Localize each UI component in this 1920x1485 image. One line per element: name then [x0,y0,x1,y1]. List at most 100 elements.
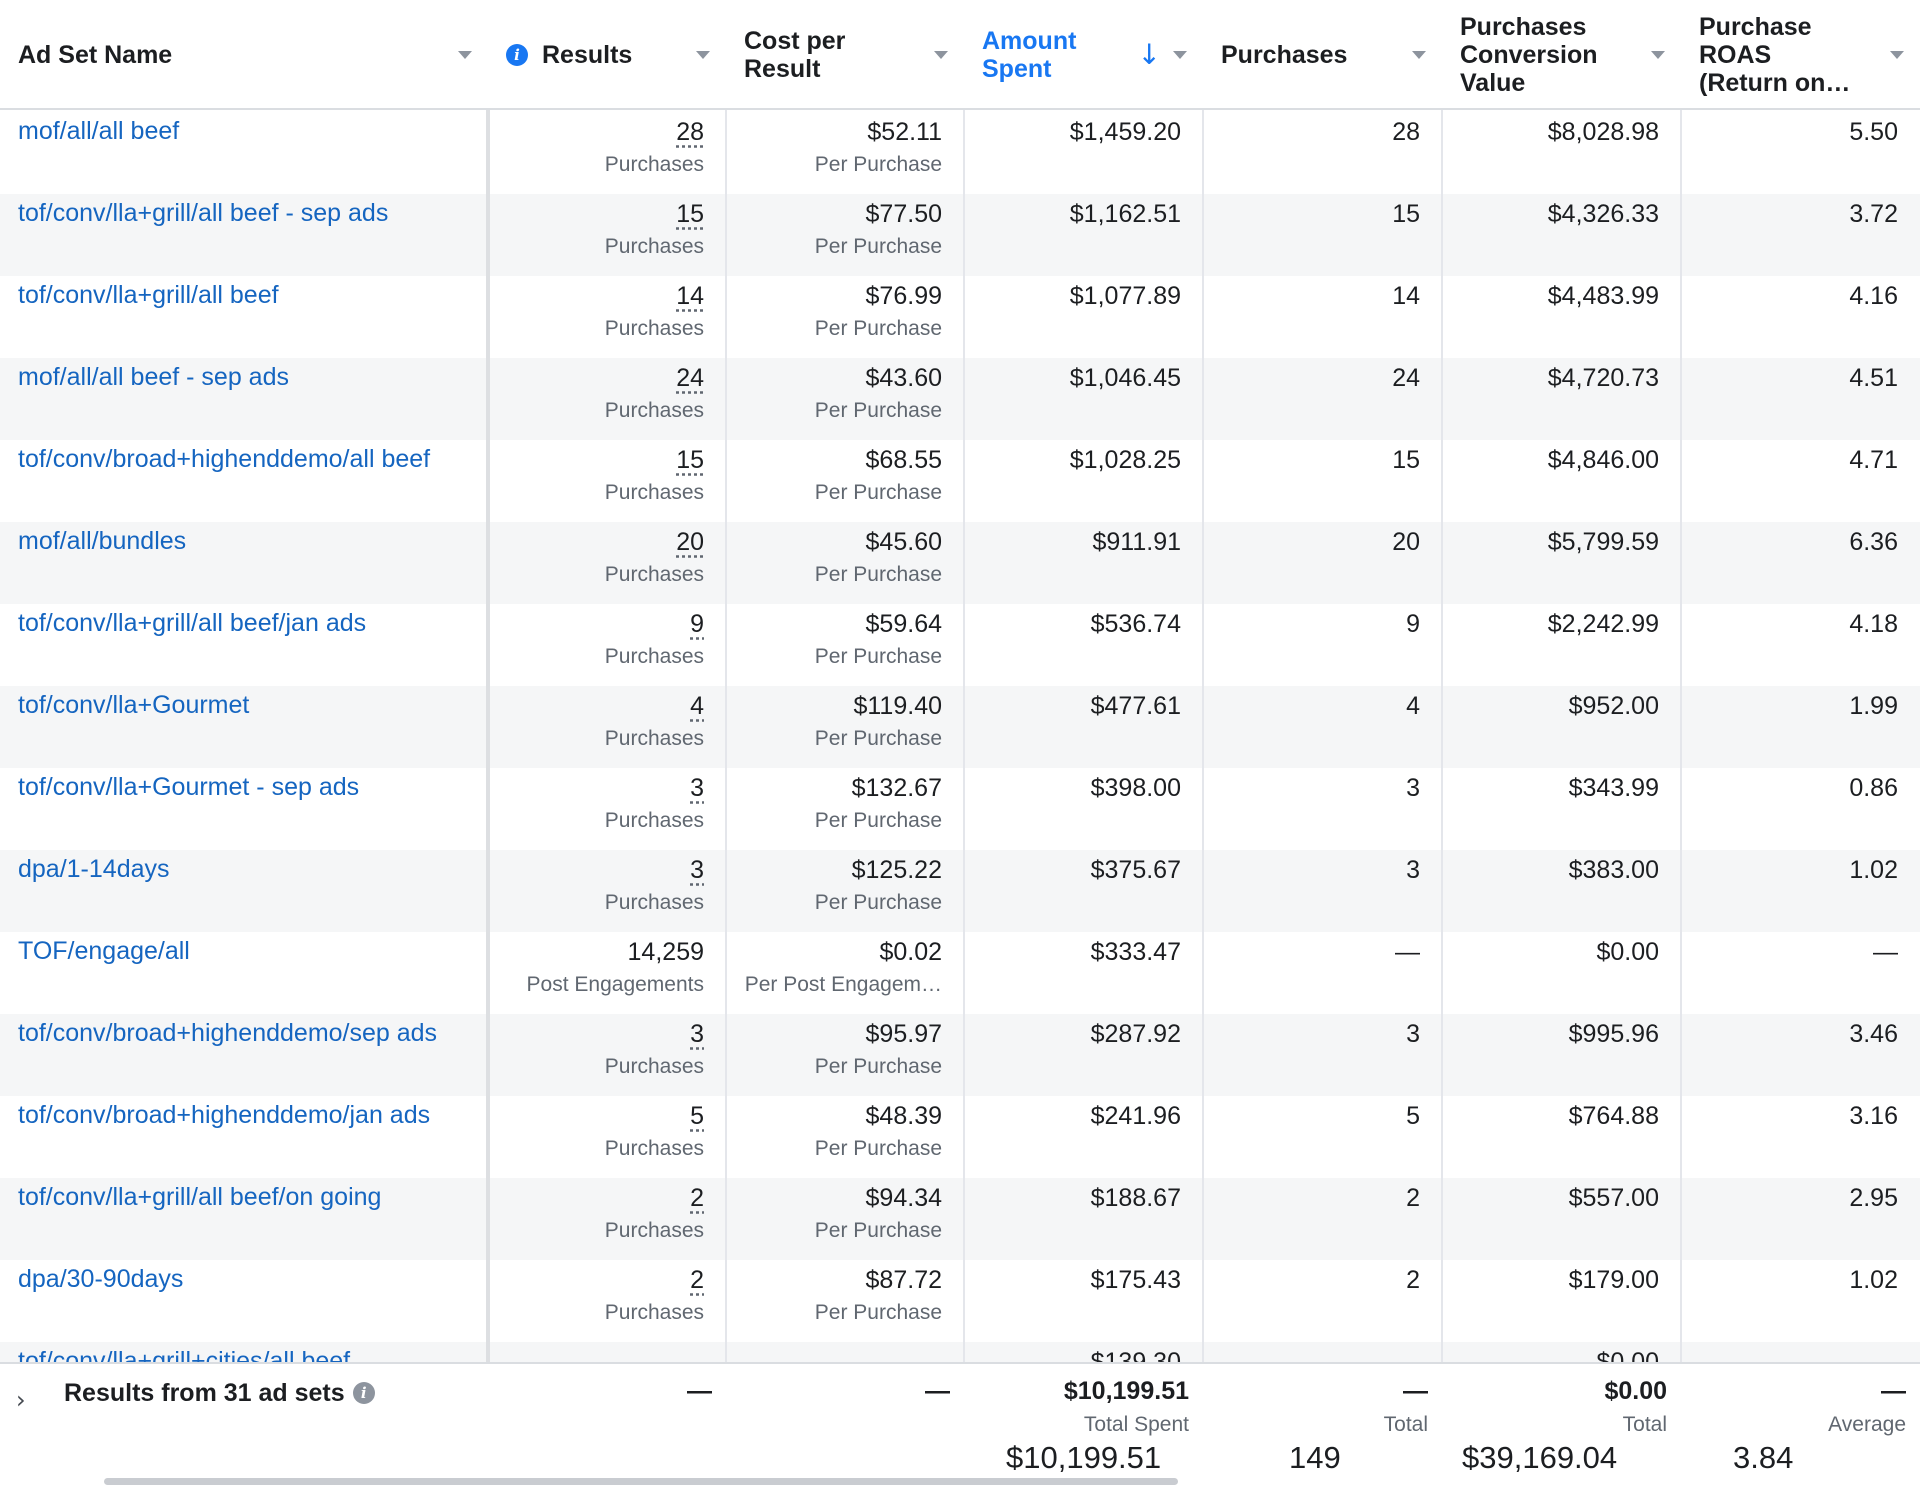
results-cell: 5 Purchases [488,1096,726,1178]
column-header-ad-set-name[interactable]: Ad Set Name [0,0,488,110]
ad-set-name-link[interactable]: tof/conv/broad+highenddemo/jan ads [18,1101,431,1129]
table-row[interactable]: dpa/30-90days 2 Purchases $87.72 Per Purchas… [0,1260,1920,1342]
results-value[interactable]: 15 [676,446,704,474]
info-icon[interactable]: i [506,44,528,66]
chevron-down-icon[interactable] [458,51,472,59]
ad-set-name-link[interactable]: tof/conv/lla+grill/all beef [18,281,279,309]
results-value[interactable]: 14 [676,282,704,310]
ad-set-name-link[interactable]: TOF/engage/all [18,937,190,965]
roas-cell: 3.16 [1849,1102,1898,1130]
results-value[interactable]: 3 [690,856,704,884]
column-divider[interactable] [963,0,965,1475]
table-row[interactable]: tof/conv/lla+Gourmet - sep ads 3 Purchases… [0,768,1920,850]
cost-type-label: Per Purchase [814,235,942,258]
chevron-down-icon[interactable] [1173,51,1187,59]
results-cell: 20 Purchases [488,522,726,604]
ad-set-name-link[interactable]: tof/conv/lla+grill/all beef - sep ads [18,199,389,227]
chevron-right-icon[interactable]: › [16,1386,26,1414]
table-row[interactable]: mof/all/all beef - sep ads 24 Purchases $43… [0,358,1920,440]
ad-set-name-link[interactable]: tof/conv/lla+grill/all beef/on going [18,1183,382,1211]
chevron-down-icon[interactable] [1412,51,1426,59]
chevron-down-icon[interactable] [934,51,948,59]
summary-conv-label: Total [1622,1413,1667,1436]
table-body: mof/all/all beef 28 Purchases $52.11 Per Pur… [0,112,1920,1362]
cost-per-result-cell: $52.11 Per Purchase [726,112,964,194]
column-header-purchase-roas[interactable]: Purchase ROAS (Return on… [1681,0,1920,110]
purchases-cell: — [1395,938,1420,966]
results-value[interactable]: 5 [690,1102,704,1130]
sort-descending-icon[interactable]: ↓ [1137,38,1161,71]
table-row[interactable]: tof/conv/lla+grill/all beef 14 Purchases $7… [0,276,1920,358]
info-icon[interactable]: i [352,1382,375,1404]
summary-results: — [488,1364,726,1477]
ad-set-name-link[interactable]: tof/conv/broad+highenddemo/sep ads [18,1019,438,1047]
result-type-label: Post Engagements [526,973,704,996]
results-value[interactable]: 2 [690,1184,704,1212]
conversion-value-cell: $952.00 [1568,692,1659,720]
results-value[interactable]: 15 [676,200,704,228]
table-row[interactable]: tof/conv/lla+grill+cities/all beef $139.… [0,1342,1920,1362]
cost-per-result-cell: $43.60 Per Purchase [726,358,964,440]
table-row[interactable]: mof/all/all beef 28 Purchases $52.11 Per Pur… [0,112,1920,194]
column-header-purchases[interactable]: Purchases [1203,0,1442,110]
table-row[interactable]: tof/conv/lla+grill/all beef/on going 2 Pur… [0,1178,1920,1260]
table-row[interactable]: mof/all/bundles 20 Purchases $45.60 Per Purc… [0,522,1920,604]
column-header-amount-spent[interactable]: Amount Spent ↓ [964,0,1203,110]
table-row[interactable]: tof/conv/broad+highenddemo/jan ads 5 Purch… [0,1096,1920,1178]
chevron-down-icon[interactable] [1890,51,1904,59]
column-divider[interactable] [1202,0,1204,1475]
results-value[interactable]: 4 [690,692,704,720]
ad-set-name-link[interactable]: tof/conv/lla+Gourmet [18,691,250,719]
ad-set-name-link[interactable]: tof/conv/lla+grill/all beef/jan ads [18,609,367,637]
column-header-purchases-conversion-value[interactable]: Purchases Conversion Value [1442,0,1681,110]
table-row[interactable]: tof/conv/broad+highenddemo/all beef 15 Pur… [0,440,1920,522]
ad-set-name-link[interactable]: dpa/1-14days [18,855,170,883]
results-value[interactable]: 3 [690,1020,704,1048]
amount-spent-cell: $241.96 [1090,1102,1181,1130]
table-row[interactable]: tof/conv/lla+grill/all beef - sep ads 15 P… [0,194,1920,276]
results-cell: 9 Purchases [488,604,726,686]
results-value[interactable]: 9 [690,610,704,638]
amount-spent-cell: $175.43 [1090,1266,1181,1294]
result-type-label: Purchases [604,481,704,504]
conversion-value-cell: $764.88 [1568,1102,1659,1130]
results-value[interactable]: 2 [690,1266,704,1294]
result-type-label: Purchases [604,563,704,586]
cost-per-result-value: $94.34 [865,1184,942,1212]
results-value[interactable]: 28 [676,118,704,146]
summary-roas: — Average 3.84 [1681,1364,1920,1477]
results-value[interactable]: 24 [676,364,704,392]
column-divider[interactable] [725,0,727,1475]
table-row[interactable]: tof/conv/lla+grill/all beef/jan ads 9 Purc… [0,604,1920,686]
roas-cell: 5.50 [1849,118,1898,146]
ad-set-name-link[interactable]: tof/conv/lla+Gourmet - sep ads [18,773,360,801]
column-header-cost-per-result[interactable]: Cost per Result [726,0,964,110]
ad-set-name-link[interactable]: mof/all/all beef [18,117,180,145]
summary-roas-value: — [1881,1377,1906,1405]
table-row[interactable]: TOF/engage/all 14,259 Post Engagements $0.0… [0,932,1920,1014]
column-divider[interactable] [1441,0,1443,1475]
ad-set-name-link[interactable]: mof/all/all beef - sep ads [18,363,289,391]
horizontal-scrollbar[interactable] [104,1478,1178,1485]
results-value[interactable]: 14,259 [627,938,704,966]
column-header-results[interactable]: i Results [488,0,726,110]
results-value[interactable]: 3 [690,774,704,802]
result-type-label: Purchases [604,645,704,668]
column-divider[interactable] [1680,0,1682,1475]
ad-set-name-link[interactable]: dpa/30-90days [18,1265,184,1293]
ad-set-name-link[interactable]: tof/conv/lla+grill+cities/all beef [18,1347,351,1362]
results-value[interactable]: 20 [676,528,704,556]
cost-per-result-cell: $77.50 Per Purchase [726,194,964,276]
roas-cell: 0.86 [1849,774,1898,802]
table-row[interactable]: tof/conv/broad+highenddemo/sep ads 3 Purch… [0,1014,1920,1096]
chevron-down-icon[interactable] [1651,51,1665,59]
ad-set-name-link[interactable]: mof/all/bundles [18,527,187,555]
purchases-cell: 3 [1406,1020,1420,1048]
amount-spent-cell: $911.91 [1092,528,1181,556]
table-row[interactable]: tof/conv/lla+Gourmet 4 Purchases $119.40 Per… [0,686,1920,768]
column-divider[interactable] [486,0,490,1475]
table-row[interactable]: dpa/1-14days 3 Purchases $125.22 Per Purchas… [0,850,1920,932]
chevron-down-icon[interactable] [696,51,710,59]
ad-set-name-link[interactable]: tof/conv/broad+highenddemo/all beef [18,445,431,473]
cost-per-result-cell: $45.60 Per Purchase [726,522,964,604]
